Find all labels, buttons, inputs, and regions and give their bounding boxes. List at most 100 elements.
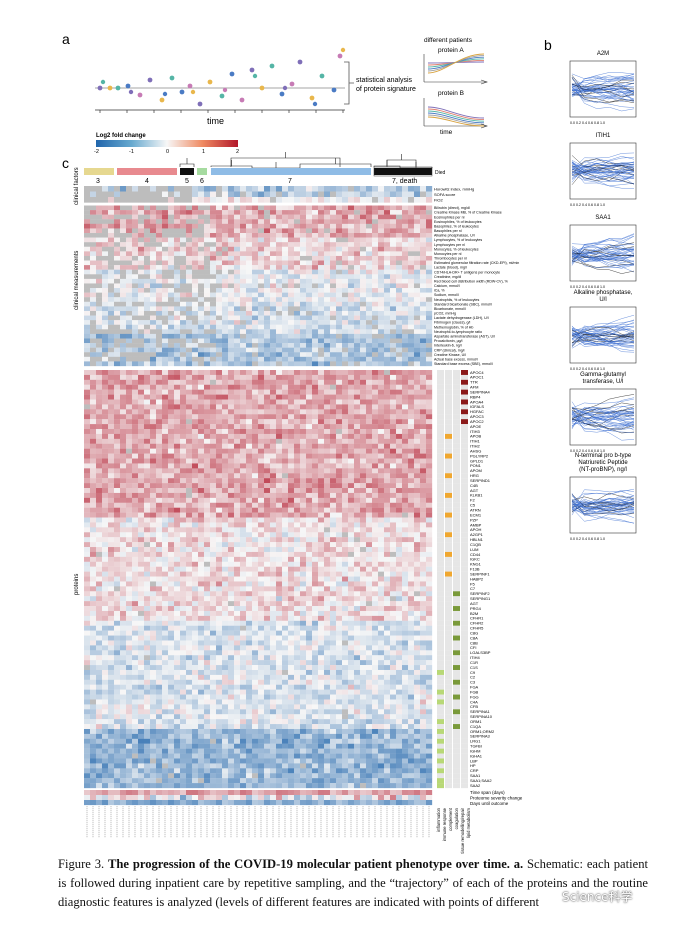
heatmap-cell — [402, 384, 409, 390]
heatmap-cell — [384, 438, 391, 444]
heatmap-cell — [378, 306, 385, 312]
heatmap-cell — [132, 297, 139, 302]
traj-arrow — [480, 79, 488, 85]
heatmap-cell — [282, 292, 289, 298]
heatmap-cell — [390, 301, 397, 307]
heatmap-cell — [120, 551, 127, 558]
heatmap-cell — [348, 517, 355, 523]
trajectory-line — [571, 156, 635, 174]
heatmap-cell — [222, 265, 229, 270]
heatmap-cell — [366, 547, 373, 553]
heatmap-cell — [150, 414, 157, 420]
heatmap-cell — [168, 404, 175, 410]
heatmap-cell — [282, 205, 289, 211]
heatmap-cell — [144, 537, 151, 543]
heatmap-cell — [252, 571, 259, 577]
heatmap-cell — [372, 278, 379, 284]
heatmap-cell — [312, 269, 319, 275]
heatmap-cell — [396, 329, 403, 335]
heatmap-cell — [414, 352, 421, 357]
heatmap-cell — [282, 343, 289, 348]
heatmap-cell — [270, 288, 277, 293]
heatmap-cell — [120, 532, 127, 538]
heatmap-cell — [162, 228, 169, 234]
heatmap-cell — [102, 473, 109, 479]
heatmap-cell — [264, 399, 271, 405]
heatmap-cell — [246, 429, 253, 435]
heatmap-cell — [258, 483, 265, 489]
heatmap-cell — [372, 448, 379, 454]
heatmap-cell — [354, 537, 361, 543]
heatmap-cell — [336, 205, 343, 211]
heatmap-cell — [276, 547, 283, 553]
heatmap-cell — [180, 333, 187, 339]
heatmap-cell — [120, 210, 127, 215]
heatmap-cell — [366, 507, 373, 513]
heatmap-cell — [162, 453, 169, 459]
heatmap-cell — [342, 306, 349, 312]
heatmap-cell — [366, 468, 373, 474]
heatmap-cell — [354, 404, 361, 410]
heatmap-cell — [348, 361, 355, 367]
heatmap-cell — [294, 542, 301, 548]
heatmap-cell — [150, 333, 157, 339]
heatmap-cell — [282, 507, 289, 513]
heatmap-cell — [102, 219, 109, 224]
heatmap-cell — [240, 233, 247, 238]
heatmap-cell — [330, 438, 337, 444]
heatmap-cell — [258, 219, 265, 224]
heatmap-cell — [258, 301, 265, 307]
heatmap-cell — [84, 356, 91, 362]
heatmap-cell — [168, 502, 175, 508]
heatmap-cell — [138, 483, 145, 489]
heatmap-cell — [402, 488, 409, 494]
heatmap-cell — [420, 414, 427, 420]
heatmap-cell — [384, 352, 391, 357]
heatmap-cell — [216, 214, 223, 220]
heatmap-cell — [324, 186, 331, 192]
heatmap-cell — [96, 468, 103, 474]
heatmap-cell — [324, 283, 331, 289]
trajectory-line — [571, 404, 635, 428]
heatmap-cell — [384, 255, 391, 261]
heatmap-cell — [414, 374, 421, 380]
heatmap-cell — [390, 210, 397, 215]
heatmap-cell — [186, 507, 193, 513]
heatmap-cell — [348, 283, 355, 289]
heatmap-cell — [300, 274, 307, 280]
heatmap-cell — [162, 278, 169, 284]
heatmap-cell — [384, 458, 391, 464]
heatmap-cell — [216, 429, 223, 435]
heatmap-cell — [414, 547, 421, 553]
heatmap-cell — [384, 473, 391, 479]
heatmap-cell — [420, 205, 427, 211]
heatmap-cell — [150, 522, 157, 528]
heatmap-cell — [186, 537, 193, 543]
heatmap-cell — [312, 404, 319, 410]
heatmap-cell — [120, 251, 127, 257]
heatmap-cell — [276, 561, 283, 567]
heatmap-cell — [210, 233, 217, 238]
heatmap-cell — [288, 329, 295, 335]
heatmap-cell — [114, 242, 121, 247]
heatmap-cell — [372, 374, 379, 380]
heatmap-cell — [162, 347, 169, 353]
heatmap-cell — [198, 210, 205, 215]
trajectory-line — [571, 499, 635, 506]
heatmap-cell — [168, 219, 175, 224]
heatmap-cell — [336, 522, 343, 528]
heatmap-cell — [276, 507, 283, 513]
heatmap-cell — [372, 394, 379, 400]
heatmap-cell — [168, 429, 175, 435]
heatmap-cell — [198, 214, 205, 220]
heatmap-cell — [96, 532, 103, 538]
heatmap-cell — [360, 507, 367, 513]
panel-b-letter: b — [544, 37, 552, 53]
heatmap-cell — [126, 269, 133, 275]
heatmap-cell — [162, 210, 169, 215]
heatmap-cell — [102, 556, 109, 562]
heatmap-cell — [192, 292, 199, 298]
heatmap-cell — [96, 527, 103, 533]
heatmap-cell — [102, 237, 109, 243]
heatmap-cell — [132, 414, 139, 420]
